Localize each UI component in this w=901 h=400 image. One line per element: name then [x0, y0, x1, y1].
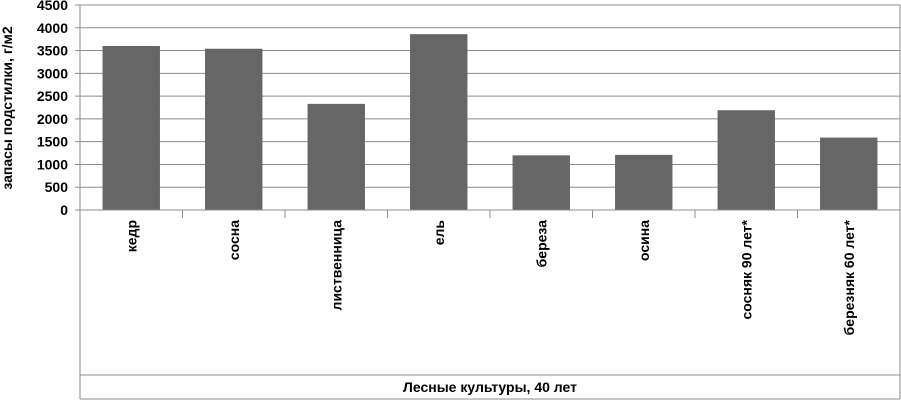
bar: [512, 155, 570, 210]
gridlines: [80, 4, 900, 211]
category-label: береза: [533, 220, 549, 268]
y-tick-label: 3000: [37, 65, 68, 81]
category-label: осина: [636, 220, 652, 261]
y-tick-labels: 0 500 1000 1500 2000 2500 3000 3500 4000 4500: [37, 0, 80, 218]
bar: [410, 34, 468, 211]
y-tick-label: 1000: [37, 156, 68, 172]
bar: [717, 110, 775, 210]
y-tick-label: 500: [45, 179, 69, 195]
y-axis-title: запасы подстилки, г/м2: [0, 26, 15, 190]
category-label: кедр: [123, 220, 139, 252]
x-axis-title: Лесные культуры, 40 лет: [403, 379, 577, 395]
y-tick-label: 2000: [37, 111, 68, 127]
bar: [820, 137, 878, 210]
bar: [615, 154, 673, 210]
y-tick-label: 4000: [37, 20, 68, 36]
bar: [307, 103, 365, 210]
y-tick-label: 4500: [37, 0, 68, 13]
category-label: сосна: [226, 220, 242, 260]
bar: [102, 46, 160, 210]
bars: [102, 34, 878, 211]
y-tick-label: 3500: [37, 43, 68, 59]
category-labels: кедр сосна лиственница ель береза осина сосняк…: [123, 219, 857, 335]
y-tick-label: 1500: [37, 134, 68, 150]
bar: [205, 48, 263, 210]
y-tick-label: 2500: [37, 88, 68, 104]
category-label: ель: [431, 220, 447, 246]
axes-frame: [79, 5, 901, 400]
y-tick-label: 0: [60, 202, 68, 218]
category-label: лиственница: [328, 220, 344, 311]
category-label: сосняк 90 лет*: [738, 219, 754, 319]
category-label: березняк 60 лет*: [841, 219, 857, 335]
